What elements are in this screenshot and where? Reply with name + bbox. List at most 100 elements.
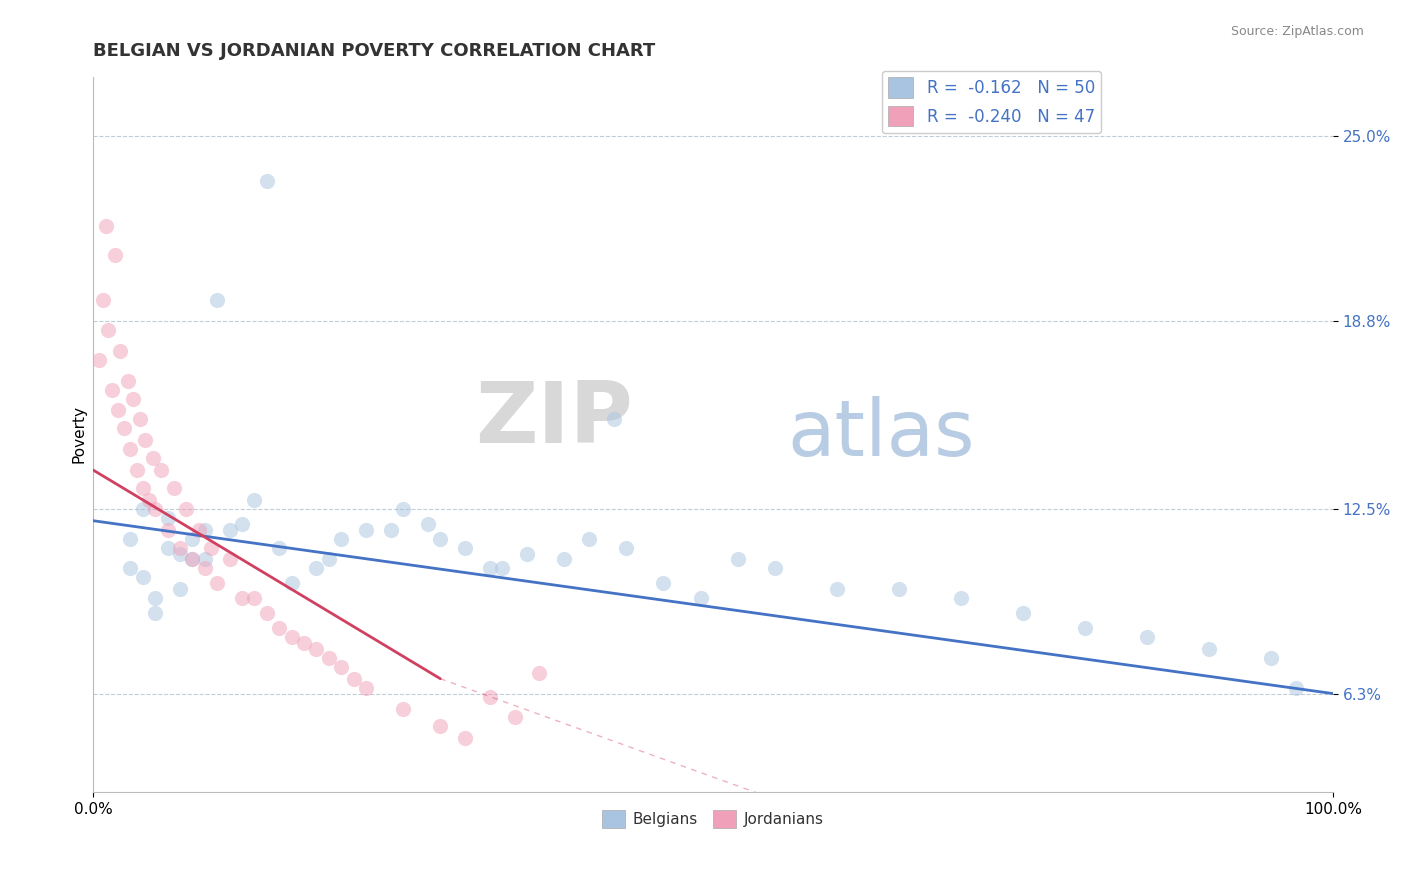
Point <box>138 492 160 507</box>
Point <box>416 516 439 531</box>
Point <box>174 501 197 516</box>
Point <box>129 412 152 426</box>
Point <box>305 641 328 656</box>
Point <box>150 463 173 477</box>
Y-axis label: Poverty: Poverty <box>72 405 86 463</box>
Point <box>231 591 253 606</box>
Point <box>120 532 142 546</box>
Point <box>132 570 155 584</box>
Point <box>1074 621 1097 635</box>
Point <box>132 501 155 516</box>
Point <box>330 532 353 546</box>
Point <box>125 463 148 477</box>
Point <box>156 510 179 524</box>
Point <box>280 630 302 644</box>
Point <box>305 561 328 575</box>
Point <box>652 576 675 591</box>
Point <box>194 523 217 537</box>
Point <box>218 523 240 537</box>
Point <box>330 660 353 674</box>
Point <box>256 174 278 188</box>
Point <box>503 710 526 724</box>
Point <box>578 532 600 546</box>
Point <box>318 552 340 566</box>
Point <box>529 665 551 680</box>
Point <box>516 547 538 561</box>
Point <box>491 561 513 575</box>
Point <box>1285 681 1308 695</box>
Point <box>169 547 191 561</box>
Point <box>101 383 124 397</box>
Point <box>120 561 142 575</box>
Text: BELGIAN VS JORDANIAN POVERTY CORRELATION CHART: BELGIAN VS JORDANIAN POVERTY CORRELATION… <box>93 42 655 60</box>
Point <box>156 523 179 537</box>
Point <box>218 552 240 566</box>
Point <box>181 532 204 546</box>
Text: Source: ZipAtlas.com: Source: ZipAtlas.com <box>1230 25 1364 38</box>
Point <box>1012 606 1035 620</box>
Point <box>107 403 129 417</box>
Point <box>94 219 117 233</box>
Point <box>392 501 415 516</box>
Point <box>97 323 120 337</box>
Point <box>231 516 253 531</box>
Point <box>454 731 477 746</box>
Point <box>132 481 155 495</box>
Point <box>1198 641 1220 656</box>
Point <box>156 541 179 555</box>
Point <box>689 591 711 606</box>
Point <box>181 552 204 566</box>
Point <box>269 541 291 555</box>
Point <box>243 591 266 606</box>
Point <box>429 719 451 733</box>
Point <box>142 451 165 466</box>
Point <box>887 582 910 597</box>
Point <box>89 352 111 367</box>
Point <box>256 606 278 620</box>
Point <box>117 374 139 388</box>
Point <box>1260 650 1282 665</box>
Point <box>143 591 166 606</box>
Point <box>120 442 142 457</box>
Point <box>380 523 402 537</box>
Point <box>478 690 501 704</box>
Point <box>354 681 377 695</box>
Point <box>553 552 575 566</box>
Point <box>104 248 127 262</box>
Point <box>392 701 415 715</box>
Point <box>163 481 186 495</box>
Point <box>478 561 501 575</box>
Point <box>143 501 166 516</box>
Point <box>112 421 135 435</box>
Point <box>354 523 377 537</box>
Point <box>1136 630 1159 644</box>
Point <box>280 576 302 591</box>
Point <box>134 434 156 448</box>
Point <box>187 523 209 537</box>
Point <box>169 541 191 555</box>
Point <box>603 412 626 426</box>
Point <box>181 552 204 566</box>
Point <box>614 541 637 555</box>
Point <box>200 541 222 555</box>
Point <box>169 582 191 597</box>
Point <box>318 650 340 665</box>
Point <box>243 492 266 507</box>
Point <box>194 561 217 575</box>
Point <box>205 576 228 591</box>
Text: ZIP: ZIP <box>475 378 633 461</box>
Point <box>121 392 143 406</box>
Point <box>269 621 291 635</box>
Point <box>949 591 972 606</box>
Point <box>110 343 132 358</box>
Point <box>91 293 114 307</box>
Point <box>454 541 477 555</box>
Point <box>342 672 364 686</box>
Legend: Belgians, Jordanians: Belgians, Jordanians <box>596 804 830 834</box>
Point <box>194 552 217 566</box>
Point <box>205 293 228 307</box>
Point <box>143 606 166 620</box>
Point <box>727 552 749 566</box>
Point <box>292 636 315 650</box>
Text: atlas: atlas <box>787 396 974 472</box>
